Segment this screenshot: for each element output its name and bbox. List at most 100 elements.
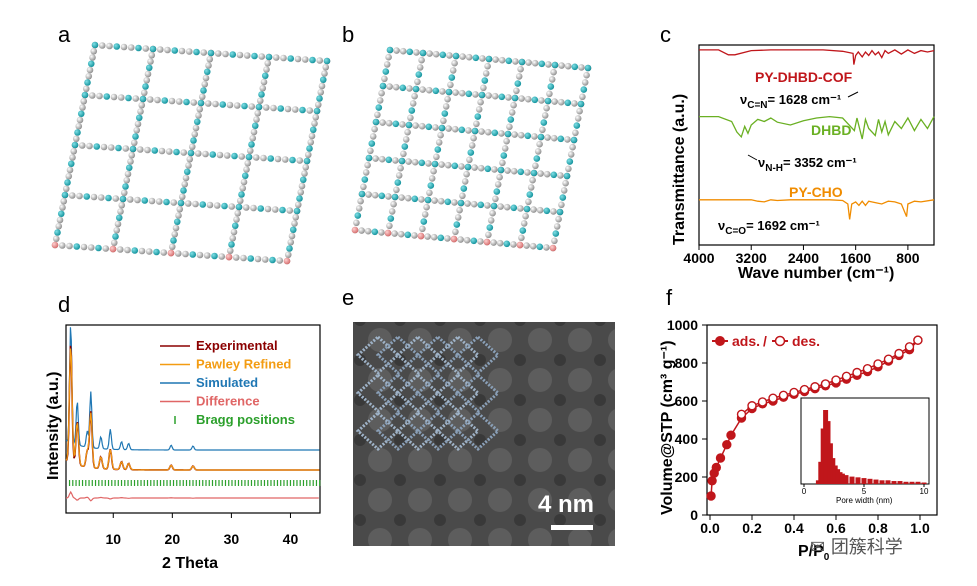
ftir-xtick-label: 3200 — [736, 250, 767, 266]
isotherm-point — [747, 401, 757, 411]
isotherm-ytick-label: 400 — [675, 431, 699, 447]
pxrd-series-difference — [65, 490, 319, 502]
ftir-xtick-label: 1600 — [840, 250, 871, 266]
isotherm-point — [862, 364, 873, 374]
panel-label-e: e — [342, 285, 354, 310]
pore-bar — [879, 480, 885, 484]
isotherm-point — [894, 348, 904, 359]
pxrd-plot-frame — [65, 324, 321, 514]
isotherm-ytick-label: 800 — [675, 355, 699, 371]
scalebar-label: 4 nm — [538, 491, 594, 518]
ftir-plot-frame — [698, 44, 935, 246]
isotherm-point — [913, 335, 923, 345]
pxrd-series-simulated — [65, 327, 320, 451]
isotherm-point — [841, 371, 852, 381]
isotherm-xtick-label: 0.4 — [784, 520, 804, 536]
pore-bar — [843, 475, 849, 484]
isotherm-xtick-label: 0.2 — [742, 520, 762, 536]
pore-inset-xtick: 10 — [920, 487, 929, 496]
isotherm-point — [726, 430, 736, 440]
pore-inset-xtick: 5 — [862, 487, 867, 496]
ftir-annotation-cn: νC=N= 1628 cm⁻¹ — [740, 92, 841, 111]
pore-bar — [891, 481, 897, 484]
isotherm-xtick-label: 0.0 — [700, 520, 720, 536]
isotherm-point — [820, 379, 831, 389]
ftir-xtick-label: 4000 — [683, 250, 714, 266]
pxrd-legend-entry: Difference — [196, 394, 260, 409]
isotherm-point — [852, 367, 862, 378]
pore-inset-xlabel: Pore width (nm) — [836, 496, 893, 505]
ftir-xlabel: Wave number (cm⁻¹) — [738, 265, 894, 282]
cof-structure-image-b — [351, 46, 592, 252]
pore-bar — [849, 476, 855, 484]
lattice-overlay — [355, 334, 501, 452]
ftir-annotation-nh: νN-H= 3352 cm⁻¹ — [758, 155, 857, 174]
tem-image: 4 nm — [353, 322, 615, 546]
isotherm-point — [736, 409, 747, 419]
isotherm-point — [873, 359, 883, 369]
pxrd-series-pawley — [65, 348, 320, 471]
ftir-annotation-co: νC=O= 1692 cm⁻¹ — [718, 218, 820, 237]
legend-marker-des — [774, 335, 786, 347]
isotherm-point — [904, 342, 915, 352]
pore-bar — [897, 481, 903, 484]
pxrd-chart: 10 20 30 40 2 Theta Intensity (a.u.) Experi… — [45, 324, 321, 572]
isotherm-xtick-label: 0.6 — [826, 520, 846, 536]
pxrd-legend-entry: Pawley Refined — [196, 357, 291, 372]
scalebar — [551, 525, 593, 530]
isotherm-point — [883, 354, 894, 364]
isotherm-plot-frame — [706, 324, 938, 516]
isotherm-ytick-label: 600 — [675, 393, 699, 409]
isotherm-ytick-label: 1000 — [667, 317, 698, 333]
ftir-xtick-label: 2400 — [788, 250, 819, 266]
pxrd-legend: Experimental Pawley Refined Simulated Diffe… — [160, 338, 295, 427]
pore-bar — [903, 481, 909, 484]
isotherm-chart: 0 200 400 600 800 1000 0.0 0.2 0.4 0.6 0.8 1.0 Volu… — [659, 317, 938, 563]
isotherm-point — [715, 453, 726, 463]
panel-label-c: c — [660, 22, 671, 47]
pore-bar — [839, 473, 845, 484]
pxrd-xtick-label: 20 — [165, 531, 181, 547]
ftir-xtick-label: 800 — [896, 250, 920, 266]
isotherm-point — [810, 382, 820, 392]
pore-bar — [855, 477, 861, 484]
pxrd-xtick-label: 10 — [105, 531, 121, 547]
isotherm-ylabel: Volume@STP (cm³ g⁻¹) — [659, 340, 676, 515]
watermark: ✉ 团簇科学 — [810, 537, 903, 558]
ftir-ylabel: Transmittance (a.u.) — [671, 94, 688, 245]
pore-bar — [915, 481, 921, 484]
isotherm-xtick-label: 0.8 — [868, 520, 888, 536]
pore-bar — [909, 481, 915, 484]
legend-des: des. — [792, 333, 820, 349]
isotherm-ytick-label: 0 — [690, 507, 698, 523]
ftir-chart: 4000 3200 2400 1600 800 Wave number (cm⁻¹) T… — [671, 44, 935, 282]
pxrd-xlabel: 2 Theta — [162, 555, 218, 572]
pxrd-xtick-label: 30 — [224, 531, 240, 547]
isotherm-point — [768, 393, 778, 403]
legend-ads: ads. — [732, 333, 760, 349]
pore-bar — [921, 482, 927, 484]
svg-text:/: / — [763, 333, 767, 349]
pore-bar — [873, 479, 879, 484]
pxrd-xtick-label: 40 — [283, 531, 299, 547]
ftir-legend-cof: PY-DHBD-COF — [755, 69, 853, 85]
isotherm-point — [789, 387, 799, 398]
pore-bar — [885, 480, 891, 484]
isotherm-legend: ads. / des. — [712, 333, 820, 349]
pore-inset-xtick: 0 — [802, 487, 807, 496]
pore-bar — [861, 478, 867, 484]
pore-bar — [867, 478, 873, 484]
isotherm-point — [799, 384, 810, 395]
isotherm-ytick-label: 200 — [675, 469, 699, 485]
isotherm-point — [706, 491, 716, 501]
cof-structure-image-a — [51, 41, 331, 265]
pxrd-ylabel: Intensity (a.u.) — [45, 372, 62, 480]
isotherm-point — [757, 397, 768, 407]
ftir-series-2 — [699, 199, 935, 220]
panel-label-a: a — [58, 22, 71, 47]
pxrd-legend-entry: Experimental — [196, 338, 278, 353]
ftir-series-0 — [699, 49, 935, 65]
isotherm-point — [778, 390, 789, 400]
pxrd-legend-entry: Simulated — [196, 375, 258, 390]
